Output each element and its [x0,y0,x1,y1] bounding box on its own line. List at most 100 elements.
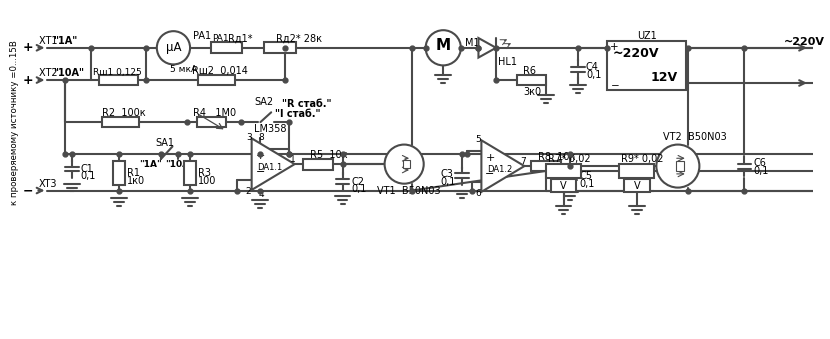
Text: C2: C2 [351,177,364,187]
Bar [676,161,684,171]
Text: V: V [633,181,640,191]
Bar [99,75,139,85]
Text: 5 мкА: 5 мкА [169,65,197,74]
Text: ~220V: ~220V [613,47,659,60]
Circle shape [426,30,461,65]
Bar [304,159,333,170]
Text: C5: C5 [579,171,592,181]
Text: R9* 0,02: R9* 0,02 [621,154,664,164]
Bar [113,161,124,185]
Bar [102,117,139,127]
Text: VT1  B50N03: VT1 B50N03 [377,186,441,197]
Text: R6: R6 [524,66,536,76]
Text: −: − [256,167,265,177]
Text: к проверяемому источнику =0...15В: к проверяемому источнику =0...15В [10,40,18,204]
Text: +: + [22,74,33,86]
Bar [403,160,410,168]
Text: DA1.1: DA1.1 [257,163,283,172]
Bar [516,75,546,85]
Text: C1: C1 [81,164,94,174]
Text: SA2: SA2 [255,97,274,106]
Text: 1: 1 [290,155,296,164]
Text: "10A": "10A" [166,160,194,168]
Text: 12V: 12V [651,71,678,84]
Bar [624,179,650,193]
Text: R8  10к: R8 10к [538,152,575,162]
Text: UZ1: UZ1 [637,31,657,41]
Text: SA1: SA1 [156,138,175,147]
Text: 0,1: 0,1 [753,166,769,176]
Text: XT3: XT3 [38,179,57,189]
Text: VT2  B50N03: VT2 B50N03 [663,132,727,142]
Bar [619,164,654,178]
Text: +: + [256,151,265,161]
Polygon shape [481,140,525,192]
Circle shape [657,144,700,187]
Text: R3: R3 [198,168,211,178]
Text: +: + [22,41,33,54]
Text: 6: 6 [476,190,481,198]
Text: 8: 8 [258,133,264,142]
Bar [265,42,295,53]
Text: PA1: PA1 [212,35,229,43]
Text: C4: C4 [586,62,599,72]
Text: "I стаб.": "I стаб." [275,109,320,119]
Bar [551,179,576,193]
Circle shape [384,144,423,184]
Text: 100: 100 [198,176,217,186]
Text: V: V [560,181,567,191]
Text: R2  100к: R2 100к [102,108,146,118]
Text: 0,1: 0,1 [351,183,367,194]
Text: DA1.2: DA1.2 [487,164,512,174]
Bar [531,161,560,172]
Text: LM358: LM358 [254,123,286,134]
Text: R7* 0,02: R7* 0,02 [548,154,590,164]
Bar [198,75,235,85]
Circle shape [157,31,190,64]
Text: M1: M1 [465,38,480,48]
Text: "10A": "10A" [53,68,84,78]
Polygon shape [478,38,496,58]
Bar [184,161,196,185]
Text: Rш2  0,014: Rш2 0,014 [192,66,248,76]
Text: 5: 5 [476,135,481,144]
Text: XT1: XT1 [38,36,60,46]
Text: 7: 7 [520,157,526,166]
Text: XT2: XT2 [38,68,61,78]
Text: +: + [486,153,495,163]
Text: C3: C3 [441,169,453,179]
Text: R1: R1 [126,168,139,178]
Bar [197,117,227,127]
Text: 0,1: 0,1 [81,171,96,181]
Text: M: M [436,38,451,53]
Text: HL1: HL1 [498,57,517,67]
Text: 0,1: 0,1 [441,177,456,187]
Polygon shape [251,138,295,190]
Text: "1A": "1A" [53,36,77,46]
Text: "R стаб.": "R стаб." [282,99,331,109]
Text: 4: 4 [258,190,264,199]
Text: μA: μA [166,41,181,54]
Text: 0,1: 0,1 [579,179,594,189]
Text: Rд2* 28к: Rд2* 28к [276,34,322,44]
Text: 2: 2 [246,187,251,196]
Text: Rд1*: Rд1* [228,34,252,44]
Bar [546,164,581,178]
Text: "1A": "1A" [139,160,162,168]
Text: Rш1 0,125: Rш1 0,125 [93,68,142,77]
Text: −: − [22,184,33,197]
Text: R4   1M0: R4 1M0 [193,108,236,118]
Text: 3к0: 3к0 [524,87,541,97]
Text: +: + [610,42,619,52]
Text: −: − [610,81,619,91]
Text: −: − [486,169,495,179]
Bar [211,42,242,53]
Text: PA1: PA1 [193,31,211,41]
Text: 0,1: 0,1 [586,70,602,80]
Text: C6: C6 [753,158,766,168]
Text: ~220V: ~220V [784,37,824,47]
Text: R5  10к: R5 10к [310,150,348,160]
Bar [608,41,686,90]
Text: 3: 3 [246,133,251,142]
Text: 1к0: 1к0 [126,176,144,186]
